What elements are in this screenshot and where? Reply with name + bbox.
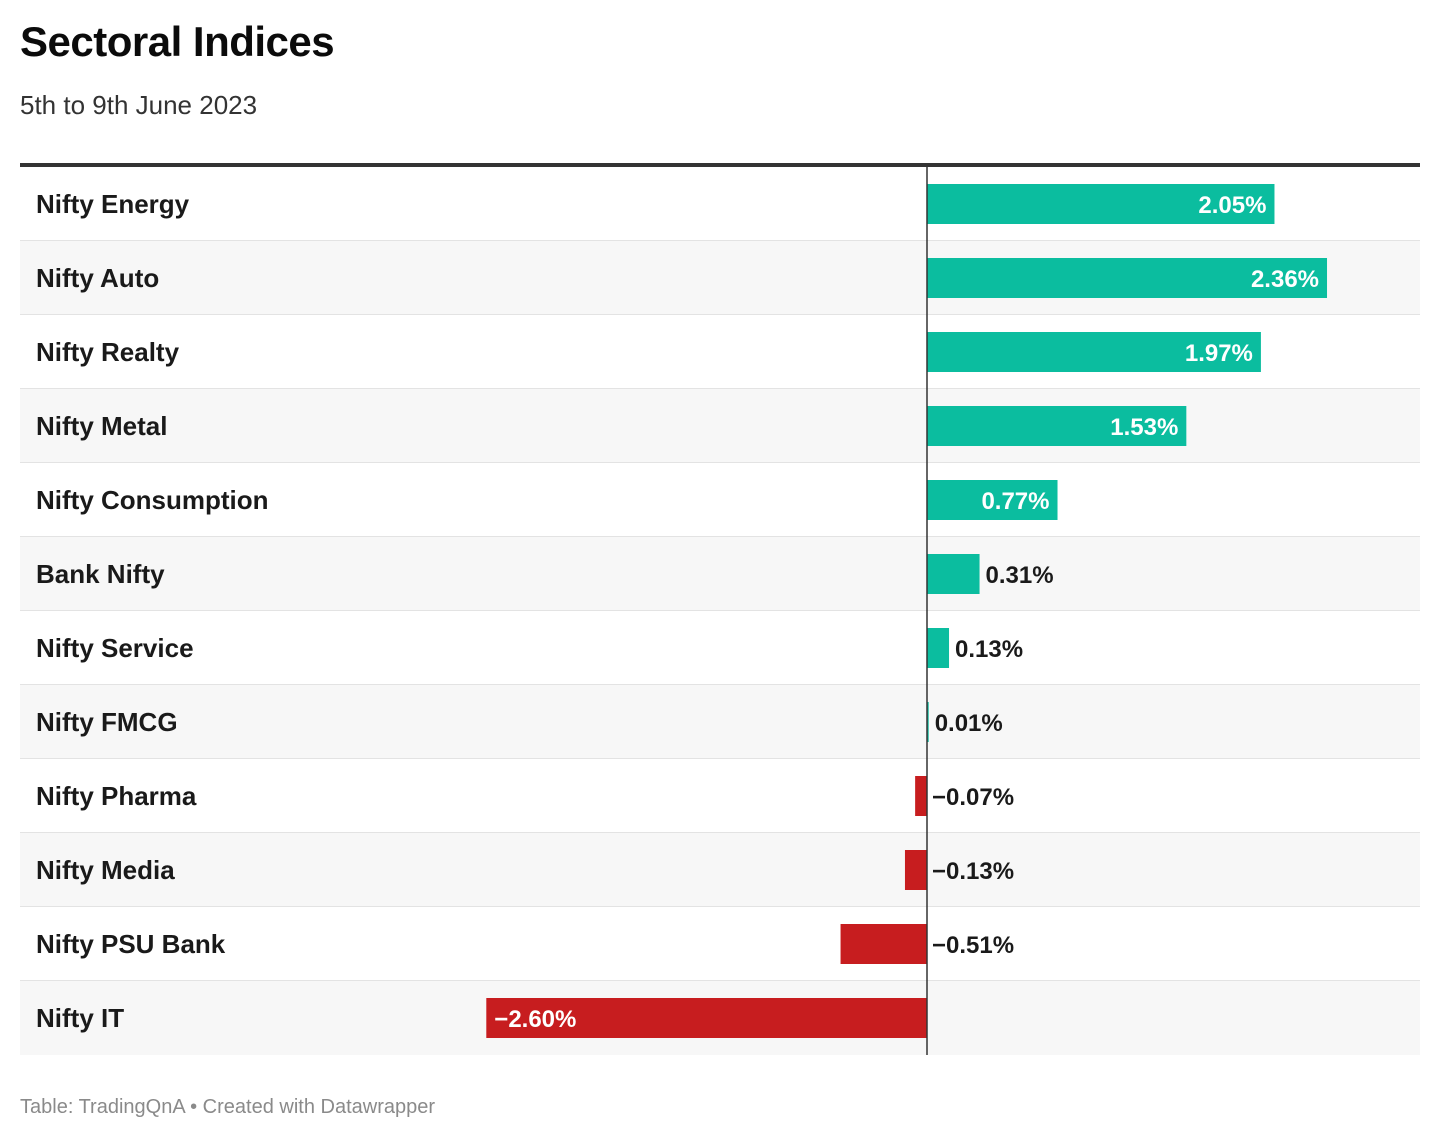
sector-label: Nifty IT bbox=[36, 1003, 125, 1033]
bar bbox=[927, 184, 1275, 224]
table-row: Nifty Consumption bbox=[20, 463, 1420, 537]
value-label: 1.97% bbox=[1185, 340, 1253, 367]
table-row: Nifty Metal bbox=[20, 389, 1420, 463]
sector-label: Nifty Metal bbox=[36, 411, 168, 441]
bar bbox=[927, 406, 1187, 446]
bar bbox=[927, 480, 1058, 520]
table-row: Nifty Realty bbox=[20, 315, 1420, 389]
bar bbox=[927, 628, 950, 668]
sector-label: Nifty FMCG bbox=[36, 707, 178, 737]
bar bbox=[927, 332, 1261, 372]
sector-label: Nifty PSU Bank bbox=[36, 929, 226, 959]
value-label: −0.51% bbox=[932, 932, 1014, 959]
value-label: 1.53% bbox=[1110, 414, 1178, 441]
source-credit: Table: TradingQnA • Created with Datawra… bbox=[20, 1096, 435, 1118]
value-label: 0.77% bbox=[981, 488, 1049, 515]
sector-label: Nifty Pharma bbox=[36, 781, 197, 811]
bar bbox=[927, 554, 980, 594]
table-row: Nifty Pharma bbox=[20, 759, 1420, 833]
sector-label: Nifty Energy bbox=[36, 189, 190, 219]
value-label: 0.31% bbox=[986, 562, 1054, 589]
bar bbox=[486, 998, 927, 1038]
value-label: 2.36% bbox=[1251, 266, 1319, 293]
sector-label: Nifty Auto bbox=[36, 263, 160, 293]
chart-subtitle: 5th to 9th June 2023 bbox=[20, 90, 258, 120]
bar bbox=[904, 850, 927, 890]
sector-label: Nifty Consumption bbox=[36, 485, 269, 515]
value-label: 0.13% bbox=[955, 636, 1023, 663]
value-label: −0.07% bbox=[932, 784, 1014, 811]
bar bbox=[915, 776, 927, 816]
bar-chart: 2.05% 2.36% 1.97% 1.53% 0.77% 0.31% 0.13% 0.01%… bbox=[486, 167, 1328, 1055]
value-label: 2.05% bbox=[1198, 192, 1266, 219]
sector-label: Bank Nifty bbox=[36, 559, 165, 589]
chart-title: Sectoral Indices bbox=[20, 18, 335, 65]
bar bbox=[927, 258, 1328, 298]
table-row: Nifty Media bbox=[20, 833, 1420, 907]
table-row: Bank Nifty bbox=[20, 537, 1420, 611]
table-top-rule bbox=[20, 163, 1420, 167]
sector-table: Nifty Energy Nifty Auto Nifty Realty Nifty … bbox=[20, 167, 1420, 1055]
sector-label: Nifty Realty bbox=[36, 337, 180, 367]
table-row: Nifty Service bbox=[20, 611, 1420, 685]
value-label: −2.60% bbox=[494, 1006, 576, 1033]
bar bbox=[840, 924, 927, 964]
value-label: −0.13% bbox=[932, 858, 1014, 885]
table-row: Nifty Energy bbox=[20, 167, 1420, 241]
sector-label: Nifty Media bbox=[36, 855, 175, 885]
table-row: Nifty PSU Bank bbox=[20, 907, 1420, 981]
table-row: Nifty FMCG bbox=[20, 685, 1420, 759]
bar bbox=[927, 702, 929, 742]
sector-label: Nifty Service bbox=[36, 633, 194, 663]
value-label: 0.01% bbox=[935, 710, 1003, 737]
